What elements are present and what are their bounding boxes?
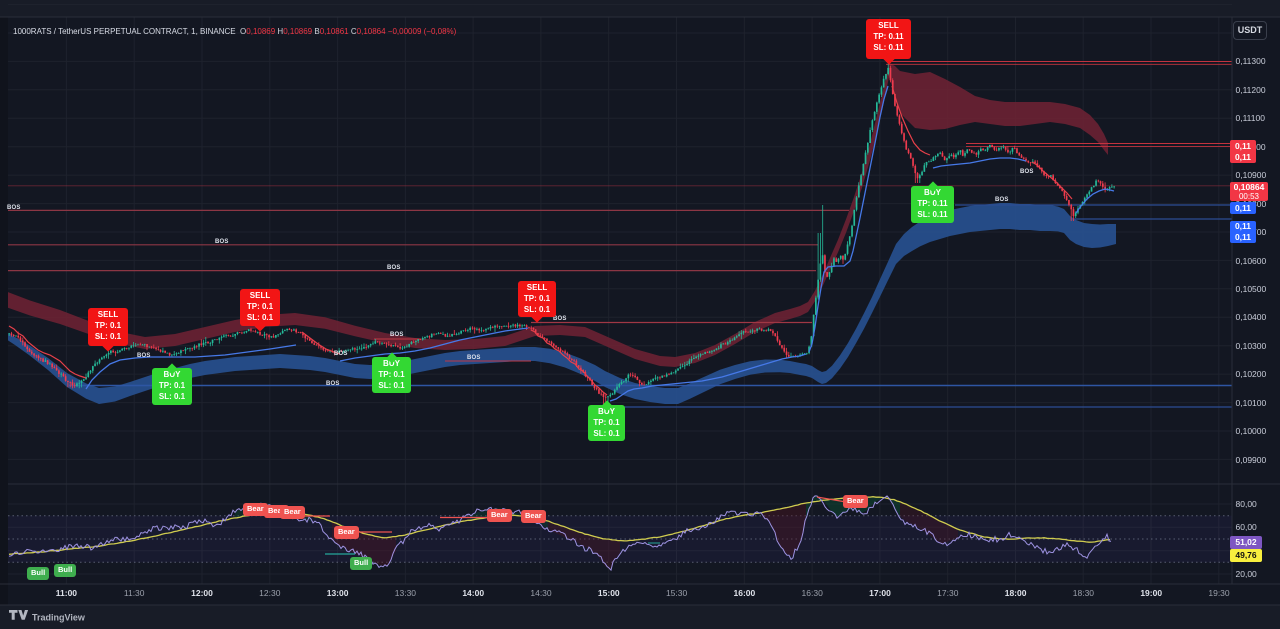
svg-text:TradingView: TradingView bbox=[32, 613, 86, 623]
